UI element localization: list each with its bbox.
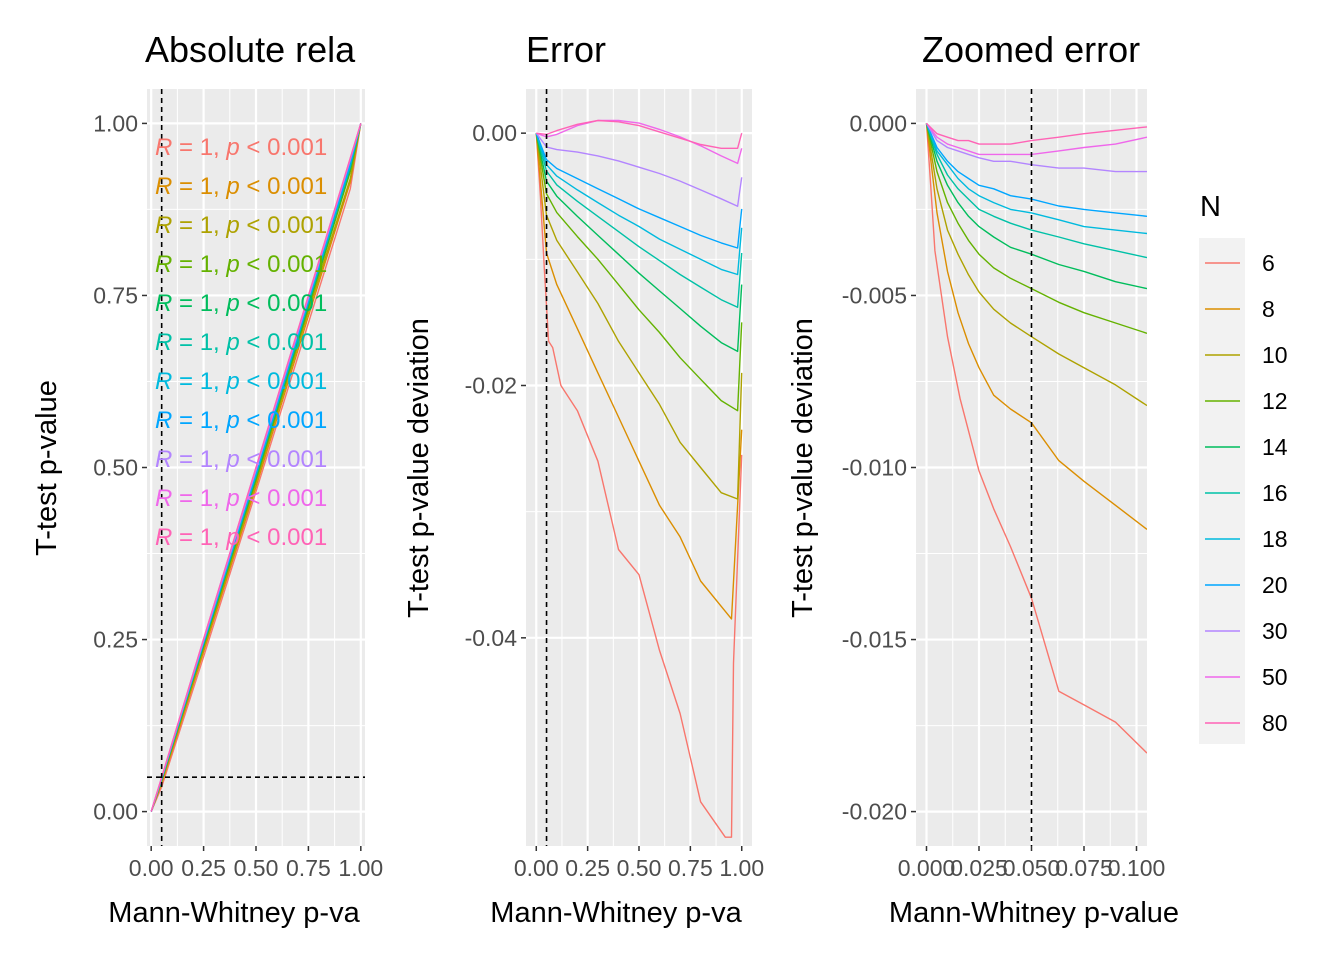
y-tick-label: 0.25	[93, 627, 138, 653]
series-line-n20	[535, 132, 743, 249]
series-line-n20	[925, 123, 1147, 217]
legend-label: 10	[1262, 342, 1288, 368]
y-tick-label: 0.00	[472, 120, 517, 146]
x-tick-label: 0.50	[617, 855, 662, 881]
panel-error: 0.00 0.25 0.50 0.75 1.000.00-0.02-0.04 Error…	[403, 29, 764, 929]
y-tick-label: 1.00	[93, 110, 138, 136]
x-tick-label: 0.00	[514, 855, 559, 881]
y-tick-label: 0.75	[93, 282, 138, 308]
y-axis-label: T-test p-value	[31, 380, 63, 556]
correlation-label: R = 1, p < 0.001	[155, 485, 327, 512]
series-line-n10	[925, 123, 1147, 407]
panel-zoomed-error: 0.0000.0250.0500.0750.1000.000-0.005-0.0…	[787, 29, 1179, 929]
legend-label: 12	[1262, 388, 1288, 414]
x-tick-label: 0.075	[1055, 855, 1113, 881]
correlation-label: R = 1, p < 0.001	[155, 134, 327, 161]
series-line-n80	[926, 122, 1147, 145]
legend-label: 50	[1262, 664, 1288, 690]
panel-title: Absolute rela	[145, 29, 356, 70]
y-axis-label: T-test p-value deviation	[403, 318, 435, 618]
y-tick-label: 0.000	[849, 110, 907, 136]
series-line-n50	[536, 119, 743, 165]
correlation-label: R = 1, p < 0.001	[155, 446, 327, 473]
y-tick-label: -0.005	[842, 282, 907, 308]
correlation-label: R = 1, p < 0.001	[155, 368, 327, 395]
series-line-n14	[535, 133, 743, 353]
x-axis-label: Mann-Whitney p-va	[490, 897, 742, 929]
legend-title: N	[1200, 191, 1221, 223]
y-tick-label: -0.020	[842, 799, 907, 825]
legend: N 6 8 10 12 14 16 18 20 30 50 80	[1199, 191, 1288, 744]
series-line-n8	[535, 133, 743, 620]
y-axis-label: T-test p-value deviation	[787, 318, 819, 618]
y-tick-label: -0.010	[842, 455, 907, 481]
y-tick-label: -0.015	[842, 627, 907, 653]
series-line-n16	[925, 123, 1147, 259]
x-tick-label: 0.25	[181, 855, 226, 881]
series-line-n18	[925, 123, 1147, 235]
series-line-n16	[535, 133, 743, 308]
series-line-n14	[925, 123, 1147, 290]
correlation-label: R = 1, p < 0.001	[155, 329, 327, 356]
legend-label: 20	[1262, 572, 1288, 598]
legend-label: 16	[1262, 480, 1288, 506]
x-tick-label: 0.75	[286, 855, 331, 881]
y-tick-label: -0.04	[465, 625, 518, 651]
legend-label: 18	[1262, 526, 1288, 552]
correlation-label: R = 1, p < 0.001	[155, 251, 327, 278]
legend-key-background	[1199, 238, 1245, 744]
x-axis-label: Mann-Whitney p-va	[108, 897, 360, 929]
series-line-n8	[925, 123, 1147, 530]
y-tick-label: 0.00	[93, 799, 138, 825]
x-tick-label: 0.50	[234, 855, 279, 881]
x-tick-label: 0.00	[129, 855, 174, 881]
legend-label: 8	[1262, 296, 1275, 322]
legend-label: 6	[1262, 250, 1275, 276]
x-tick-label: 0.75	[668, 855, 713, 881]
series-line-n80	[536, 119, 743, 150]
series-line-n10	[535, 133, 743, 500]
series-line-n12	[535, 133, 743, 412]
legend-label: 30	[1262, 618, 1288, 644]
series-line-n30	[535, 132, 743, 208]
correlation-label: R = 1, p < 0.001	[155, 212, 327, 239]
x-tick-label: 0.25	[565, 855, 610, 881]
series-line-n50	[925, 122, 1147, 156]
panel-title: Error	[526, 29, 606, 70]
x-tick-label: 1.00	[719, 855, 764, 881]
series-line-n12	[925, 123, 1147, 334]
panel-title: Zoomed error	[922, 29, 1140, 70]
y-tick-label: -0.02	[465, 372, 517, 398]
legend-label: 80	[1262, 710, 1288, 736]
correlation-label: R = 1, p < 0.001	[155, 524, 327, 551]
y-tick-label: 0.50	[93, 455, 138, 481]
panel-absolute: R = 1, p < 0.001 R = 1, p < 0.001 R = 1, p…	[31, 29, 383, 929]
x-tick-label: 1.00	[338, 855, 383, 881]
legend-label: 14	[1262, 434, 1288, 460]
x-tick-label: 0.000	[898, 855, 956, 881]
correlation-label: R = 1, p < 0.001	[155, 407, 327, 434]
series-line-n18	[535, 132, 743, 276]
x-tick-label: 0.100	[1108, 855, 1166, 881]
series-line-n30	[925, 123, 1147, 173]
x-tick-label: 0.025	[950, 855, 1008, 881]
x-axis-label: Mann-Whitney p-value	[889, 897, 1179, 929]
x-tick-label: 0.050	[1003, 855, 1061, 881]
correlation-label: R = 1, p < 0.001	[155, 173, 327, 200]
series-line-n6	[925, 123, 1147, 754]
correlation-label: R = 1, p < 0.001	[155, 290, 327, 317]
